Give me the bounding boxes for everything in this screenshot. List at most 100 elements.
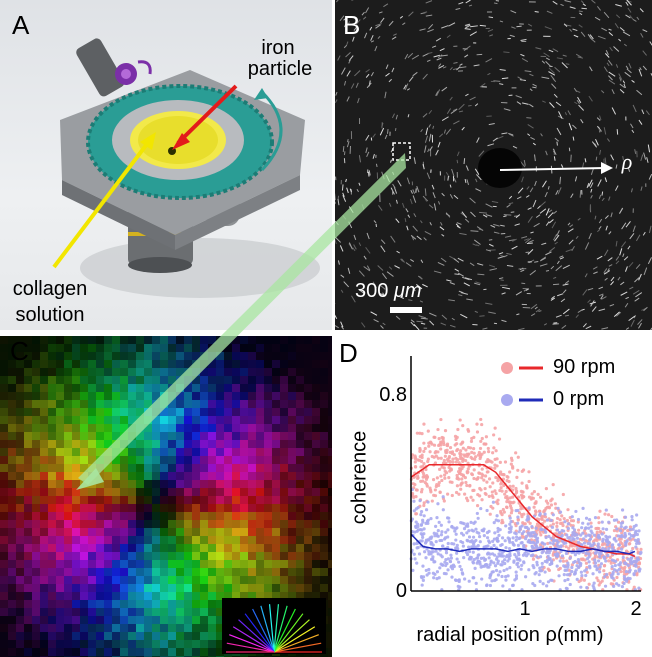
scatter-point — [566, 536, 570, 540]
orientation-pixel — [272, 496, 280, 504]
fiber-stroke — [611, 107, 617, 115]
scatter-point — [440, 478, 444, 483]
fiber-stroke — [613, 46, 620, 52]
orientation-pixel — [0, 360, 8, 368]
scatter-point — [522, 560, 526, 564]
orientation-pixel — [128, 576, 136, 584]
fiber-stroke — [432, 125, 435, 129]
orientation-pixel — [328, 512, 332, 520]
panel-b-micrograph: B ρ 300 μm — [335, 0, 652, 330]
orientation-pixel — [200, 560, 208, 568]
orientation-pixel — [128, 568, 136, 576]
orientation-pixel — [328, 648, 332, 656]
fiber-stroke — [529, 187, 534, 193]
scatter-point — [611, 576, 615, 580]
fiber-stroke — [516, 25, 522, 28]
scatter-point — [607, 520, 611, 524]
scatter-point — [601, 539, 605, 543]
fiber-stroke — [475, 188, 482, 192]
orientation-pixel — [176, 560, 184, 568]
fiber-stroke — [502, 286, 511, 290]
scatter-point — [596, 559, 601, 563]
fiber-stroke — [591, 141, 598, 148]
orientation-pixel — [304, 592, 312, 600]
orientation-pixel — [192, 504, 200, 512]
orientation-pixel — [288, 528, 296, 536]
fiber-stroke — [647, 257, 652, 265]
scatter-point — [589, 525, 593, 529]
scatter-point — [616, 534, 621, 538]
scatter-point — [635, 513, 639, 517]
orientation-pixel — [64, 504, 72, 512]
scatter-point — [587, 560, 591, 564]
orientation-pixel — [216, 624, 224, 632]
fiber-stroke — [468, 4, 473, 7]
orientation-pixel — [8, 544, 16, 552]
orientation-pixel — [40, 544, 48, 552]
fiber-stroke — [601, 296, 607, 300]
orientation-pixel — [288, 584, 296, 592]
orientation-pixel — [136, 576, 144, 584]
orientation-pixel — [312, 552, 320, 560]
orientation-pixel — [32, 336, 40, 344]
fiber-stroke — [588, 232, 592, 240]
orientation-pixel — [40, 584, 48, 592]
fiber-stroke — [622, 80, 626, 84]
scatter-point — [495, 464, 499, 468]
scatter-point — [631, 527, 635, 531]
orientation-pixel — [96, 608, 104, 616]
scatter-point — [543, 508, 547, 512]
scatter-point — [478, 446, 483, 451]
scatter-point — [564, 545, 568, 549]
scatter-point — [455, 551, 459, 555]
fiber-stroke — [365, 73, 370, 78]
fiber-stroke — [625, 65, 629, 70]
orientation-pixel — [0, 344, 8, 352]
orientation-pixel — [48, 504, 56, 512]
fiber-stroke — [601, 327, 609, 330]
fiber-stroke — [553, 156, 556, 161]
scatter-point — [466, 467, 470, 471]
scatter-point — [623, 534, 628, 538]
fiber-stroke — [548, 49, 554, 53]
fiber-stroke — [640, 186, 643, 191]
scatter-point — [613, 563, 617, 568]
scatter-point — [582, 537, 586, 541]
orientation-pixel — [288, 488, 296, 496]
orientation-pixel — [16, 616, 24, 624]
fiber-stroke — [365, 147, 368, 153]
scatter-point — [419, 490, 424, 494]
orientation-pixel — [264, 592, 272, 600]
wheel-ray — [273, 642, 322, 653]
orientation-pixel — [136, 592, 144, 600]
orientation-pixel — [72, 568, 80, 576]
orientation-pixel — [24, 352, 32, 360]
orientation-pixel — [128, 584, 136, 592]
scatter-point — [503, 558, 507, 562]
orientation-pixel — [264, 512, 272, 520]
scatter-point — [486, 470, 490, 474]
orientation-pixel — [296, 504, 304, 512]
orientation-pixel — [56, 560, 64, 568]
orientation-pixel — [256, 504, 264, 512]
scatter-point — [429, 552, 433, 556]
orientation-pixel — [80, 504, 88, 512]
orientation-pixel — [24, 632, 32, 640]
scatter-point — [497, 552, 501, 556]
orientation-pixel — [160, 592, 168, 600]
orientation-pixel — [272, 576, 280, 584]
orientation-pixel — [56, 536, 64, 544]
fiber-stroke — [456, 66, 461, 71]
orientation-pixel — [216, 488, 224, 496]
scatter-point — [563, 568, 567, 573]
fiber-stroke — [648, 225, 652, 234]
orientation-pixel — [0, 624, 8, 632]
scatter-point — [443, 454, 447, 458]
scatter-point — [477, 531, 481, 535]
orientation-pixel — [120, 536, 128, 544]
fiber-stroke — [629, 286, 634, 290]
scatter-point — [519, 567, 523, 571]
scatter-point — [509, 530, 513, 534]
orientation-pixel — [24, 344, 32, 352]
orientation-pixel — [240, 536, 248, 544]
